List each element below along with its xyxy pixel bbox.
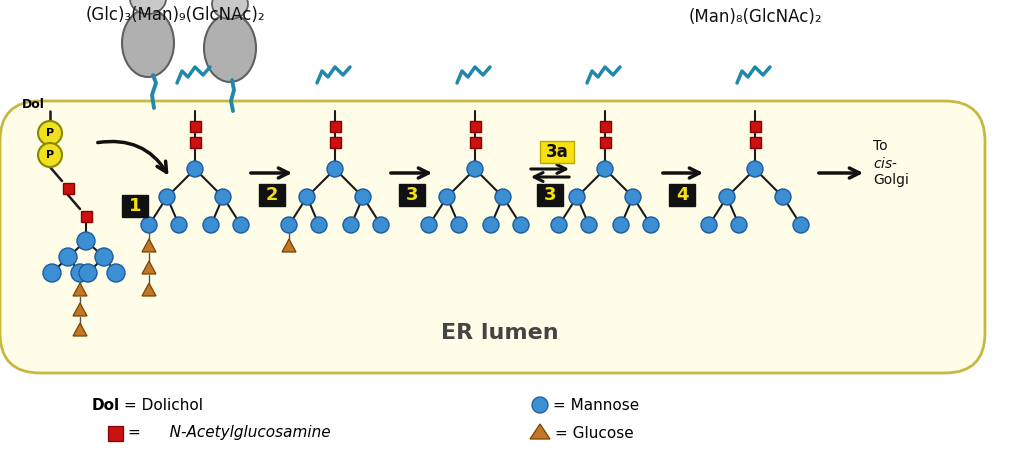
Circle shape: [597, 161, 613, 177]
Text: 3a: 3a: [546, 143, 568, 161]
Circle shape: [327, 161, 343, 177]
Text: To
$cis$-
Golgi: To $cis$- Golgi: [873, 139, 909, 187]
Bar: [189, 138, 201, 149]
Text: Dol: Dol: [22, 98, 45, 112]
Bar: [62, 184, 74, 194]
Text: 3: 3: [406, 186, 418, 204]
Bar: [122, 195, 148, 217]
Circle shape: [38, 143, 62, 167]
Circle shape: [483, 217, 499, 233]
Circle shape: [71, 264, 89, 282]
Bar: [330, 138, 341, 149]
Circle shape: [79, 264, 97, 282]
Polygon shape: [142, 261, 156, 274]
Circle shape: [43, 264, 61, 282]
Circle shape: [106, 264, 125, 282]
Text: ER lumen: ER lumen: [441, 323, 559, 343]
Text: (Man)₈(GlcNAc)₂: (Man)₈(GlcNAc)₂: [688, 8, 822, 26]
Polygon shape: [142, 239, 156, 252]
Circle shape: [421, 217, 437, 233]
Bar: [189, 122, 201, 132]
Text: Dol: Dol: [92, 397, 120, 412]
Text: = Glucose: = Glucose: [555, 426, 634, 440]
Text: 2: 2: [266, 186, 279, 204]
Ellipse shape: [130, 0, 166, 14]
Circle shape: [581, 217, 597, 233]
Circle shape: [439, 189, 455, 205]
Circle shape: [203, 217, 219, 233]
Circle shape: [171, 217, 187, 233]
Circle shape: [373, 217, 389, 233]
Text: P: P: [46, 128, 54, 138]
Ellipse shape: [204, 14, 256, 82]
Circle shape: [625, 189, 641, 205]
Circle shape: [746, 161, 763, 177]
Text: P: P: [46, 150, 54, 160]
Text: =         N-Acetylglucosamine: = N-Acetylglucosamine: [128, 426, 331, 440]
Circle shape: [311, 217, 327, 233]
Text: = Mannose: = Mannose: [553, 397, 639, 412]
Text: 1: 1: [129, 197, 141, 215]
Circle shape: [613, 217, 629, 233]
Bar: [108, 426, 123, 441]
Circle shape: [569, 189, 585, 205]
Circle shape: [467, 161, 483, 177]
Text: 4: 4: [676, 186, 688, 204]
Circle shape: [77, 232, 95, 250]
Circle shape: [159, 189, 175, 205]
Circle shape: [719, 189, 735, 205]
Circle shape: [551, 217, 567, 233]
Circle shape: [38, 121, 62, 145]
Circle shape: [141, 217, 157, 233]
Polygon shape: [142, 283, 156, 296]
Bar: [259, 184, 285, 206]
Circle shape: [532, 397, 548, 413]
Circle shape: [343, 217, 359, 233]
Polygon shape: [73, 303, 87, 316]
Circle shape: [95, 248, 113, 266]
FancyBboxPatch shape: [0, 101, 985, 373]
Bar: [540, 141, 574, 163]
Text: = Dolichol: = Dolichol: [124, 397, 203, 412]
Circle shape: [355, 189, 371, 205]
Bar: [750, 122, 761, 132]
Circle shape: [299, 189, 315, 205]
Circle shape: [187, 161, 203, 177]
Circle shape: [233, 217, 249, 233]
Circle shape: [215, 189, 231, 205]
Text: (Glc)₃(Man)₉(GlcNAc)₂: (Glc)₃(Man)₉(GlcNAc)₂: [85, 6, 265, 24]
Circle shape: [793, 217, 809, 233]
Bar: [599, 122, 610, 132]
Circle shape: [513, 217, 529, 233]
Ellipse shape: [122, 9, 174, 77]
Bar: [469, 122, 480, 132]
Bar: [399, 184, 425, 206]
Polygon shape: [282, 239, 296, 252]
Bar: [330, 122, 341, 132]
Polygon shape: [73, 323, 87, 336]
Circle shape: [643, 217, 659, 233]
Text: 3: 3: [544, 186, 556, 204]
Bar: [750, 138, 761, 149]
Bar: [669, 184, 695, 206]
Bar: [599, 138, 610, 149]
Bar: [81, 211, 91, 222]
Circle shape: [59, 248, 77, 266]
Circle shape: [701, 217, 717, 233]
Bar: [537, 184, 563, 206]
Circle shape: [281, 217, 297, 233]
Circle shape: [731, 217, 746, 233]
Polygon shape: [73, 283, 87, 296]
Ellipse shape: [212, 0, 248, 19]
Bar: [469, 138, 480, 149]
Circle shape: [775, 189, 791, 205]
Circle shape: [495, 189, 511, 205]
Circle shape: [451, 217, 467, 233]
Polygon shape: [530, 424, 550, 439]
